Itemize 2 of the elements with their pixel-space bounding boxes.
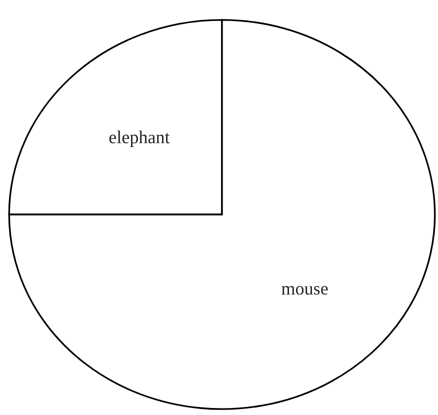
slice-label: mouse	[282, 286, 328, 295]
slice-label: elephant	[109, 130, 170, 148]
